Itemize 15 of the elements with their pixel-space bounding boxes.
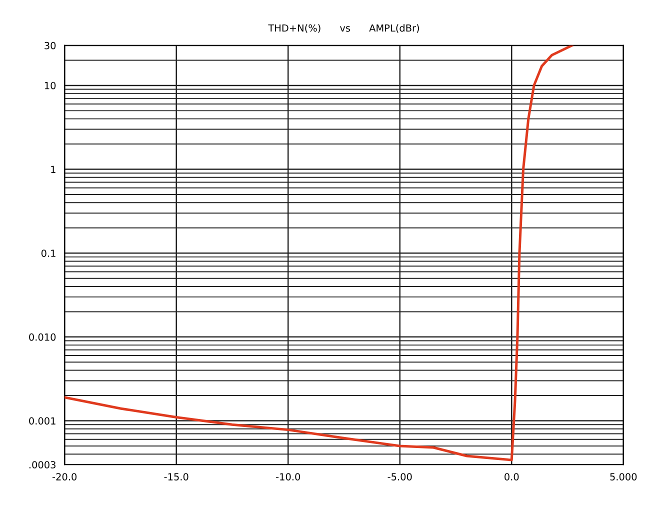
x-tick-label: -20.0: [52, 473, 77, 480]
x-tick-label: 5.000: [610, 473, 637, 480]
x-tick-label: 0.0: [504, 473, 519, 480]
y-tick-label: 0.1: [41, 250, 56, 257]
line-series: [64, 45, 574, 462]
chart-title: THD+N(%) vs AMPL(dBr): [268, 24, 419, 33]
y-tick-label: 0.010: [29, 333, 56, 341]
y-tick-label: 10: [44, 82, 56, 90]
x-tick-label: -10.0: [276, 473, 300, 480]
x-tick-label: -15.0: [164, 473, 188, 480]
x-tick-label: -5.00: [388, 473, 412, 480]
y-tick-label: 1: [51, 166, 56, 173]
y-tick-label: 0.001: [29, 417, 56, 425]
y-tick-label: 30: [44, 42, 56, 50]
y-tick-label: .0003: [29, 461, 56, 468]
